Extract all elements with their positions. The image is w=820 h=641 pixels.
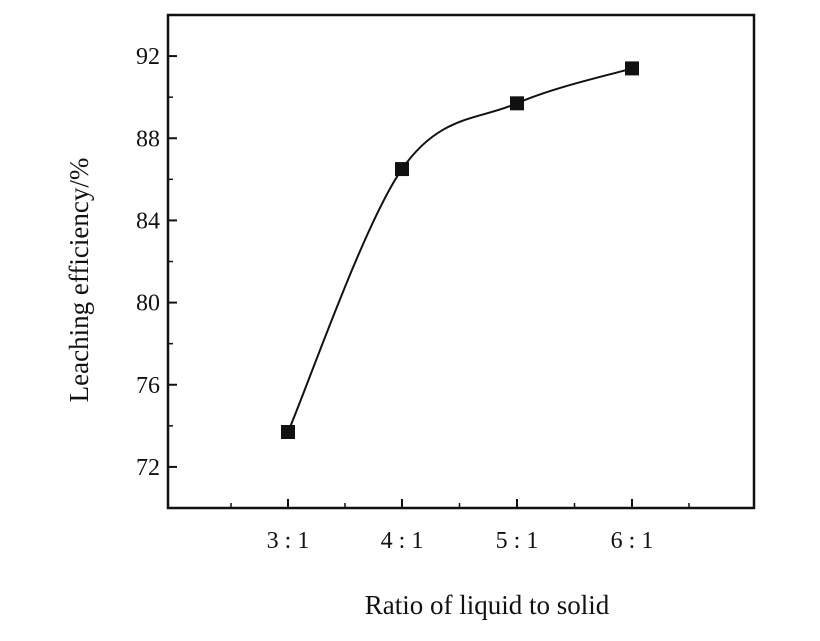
x-axis-tick-labels: 3 : 1 4 : 1 5 : 1 6 : 1 — [267, 528, 654, 554]
plot-frame — [166, 13, 756, 510]
y-tick-label: 84 — [136, 208, 160, 234]
data-point-marker — [395, 162, 409, 177]
y-tick-label: 72 — [136, 455, 160, 481]
y-tick-label: 80 — [136, 291, 160, 317]
x-tick-label: 5 : 1 — [496, 528, 539, 554]
data-point-marker — [625, 61, 639, 76]
series-line — [287, 67, 633, 433]
x-axis-ticks — [230, 499, 690, 508]
x-tick-label: 4 : 1 — [381, 528, 424, 554]
y-tick-label: 92 — [136, 44, 160, 70]
y-axis-tick-labels: 72 76 80 84 88 92 — [136, 44, 160, 481]
series-markers — [281, 61, 639, 439]
x-axis-title: Ratio of liquid to solid — [365, 590, 610, 620]
data-point-marker — [281, 424, 295, 439]
data-point-marker — [510, 96, 524, 111]
y-axis-ticks — [168, 14, 177, 509]
x-tick-label: 6 : 1 — [611, 528, 654, 554]
y-tick-label: 88 — [136, 126, 160, 152]
x-tick-label: 3 : 1 — [267, 528, 310, 554]
y-axis-title: Leaching efficiency/% — [64, 158, 94, 403]
y-tick-label: 76 — [136, 373, 160, 399]
